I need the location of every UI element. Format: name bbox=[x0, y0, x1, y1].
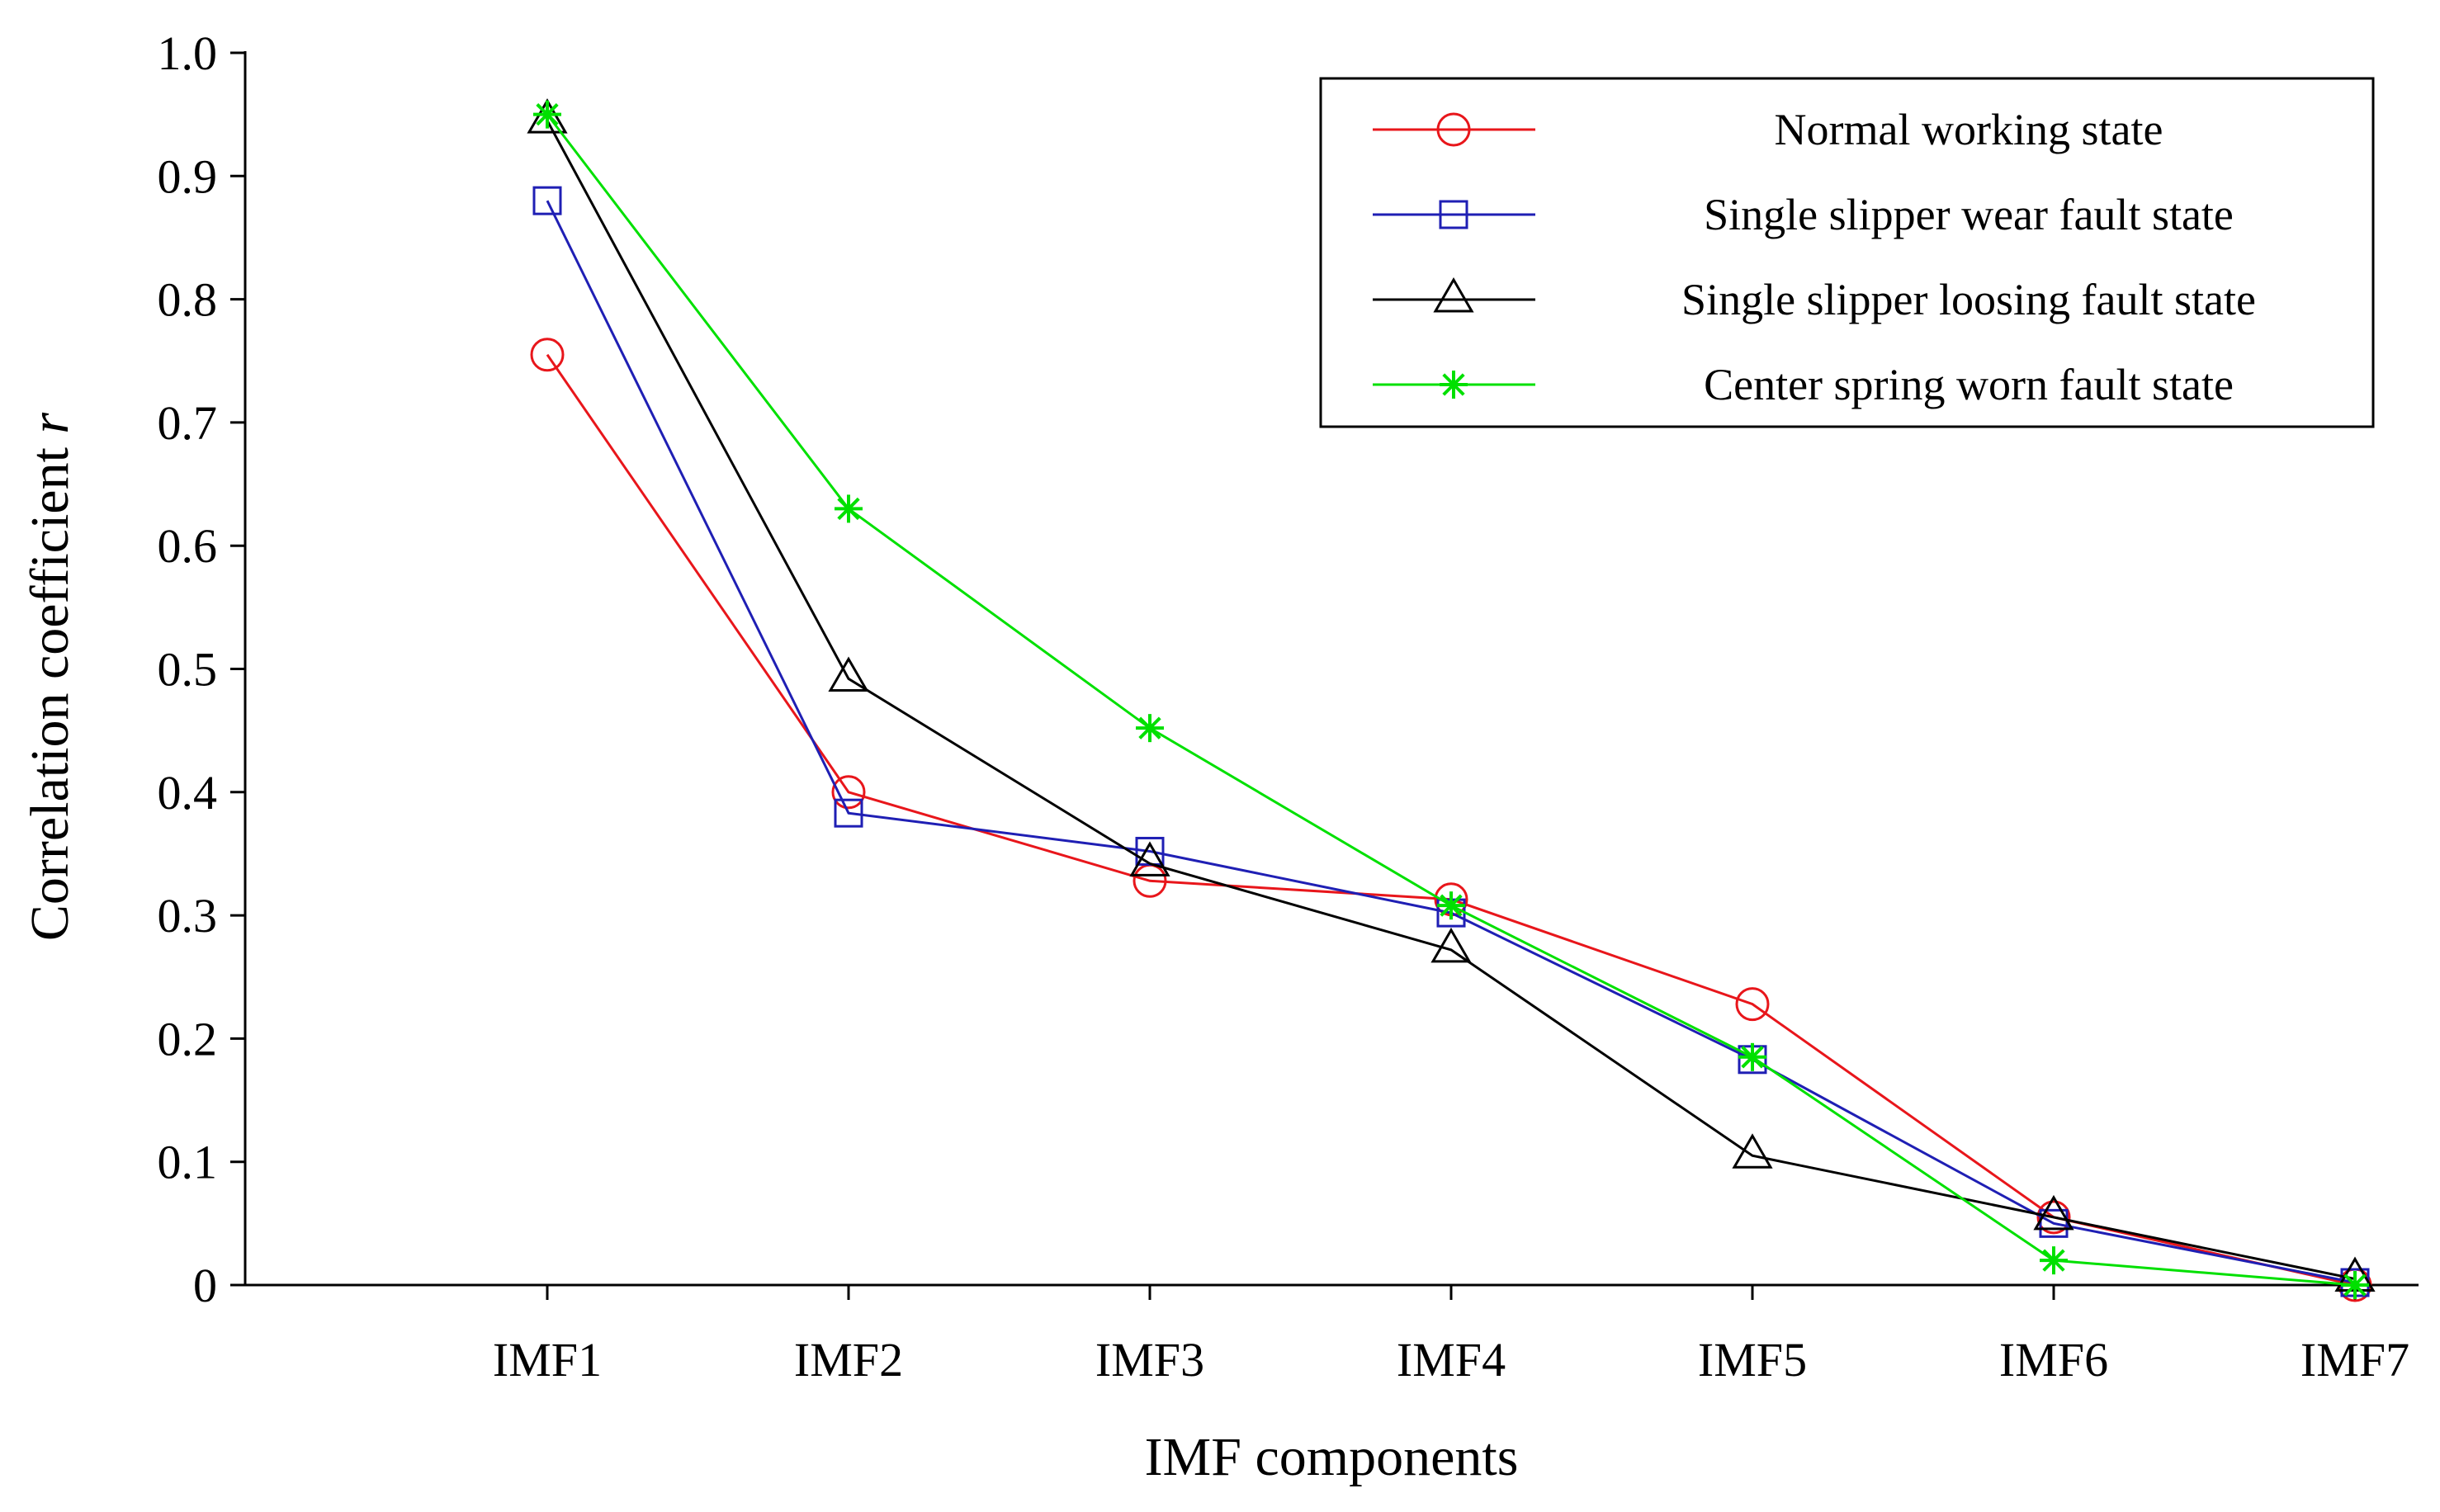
star-stroke bbox=[1138, 716, 1161, 739]
data-point bbox=[835, 494, 863, 523]
y-tick-label: 0.2 bbox=[158, 1012, 218, 1065]
data-point bbox=[2341, 1271, 2369, 1299]
data-point bbox=[834, 798, 863, 828]
legend-marker bbox=[1440, 371, 1468, 399]
series-0 bbox=[530, 338, 2372, 1302]
x-tick-label: IMF1 bbox=[493, 1333, 602, 1387]
data-point bbox=[828, 656, 869, 692]
data-point bbox=[532, 186, 562, 215]
y-axis-title-symbol: r bbox=[20, 413, 80, 434]
y-tick-label: 0.5 bbox=[158, 643, 218, 697]
data-point bbox=[2033, 1194, 2074, 1231]
legend-box bbox=[1319, 77, 2375, 428]
legend-marker bbox=[1439, 200, 1468, 229]
legend-entry: Single slipper loosing fault state bbox=[1373, 275, 2256, 324]
series-3 bbox=[533, 100, 2369, 1299]
y-tick-label: 0.1 bbox=[158, 1136, 218, 1189]
data-point bbox=[2036, 1200, 2071, 1235]
series-line bbox=[546, 120, 2356, 1281]
star-stroke bbox=[1442, 373, 1465, 396]
legend-entry: Normal working state bbox=[1373, 105, 2163, 154]
legend-label: Center spring worn fault state bbox=[1704, 360, 2234, 409]
data-point bbox=[1738, 1042, 1766, 1071]
data-point bbox=[2040, 1246, 2068, 1275]
star-stroke bbox=[536, 102, 559, 126]
x-tick-label: IMF7 bbox=[2301, 1333, 2409, 1387]
legend-entry: Single slipper wear fault state bbox=[1373, 190, 2234, 239]
data-point bbox=[1732, 1133, 1773, 1169]
star-stroke bbox=[1440, 894, 1463, 917]
legend-entry: Center spring worn fault state bbox=[1373, 360, 2234, 409]
legend-marker bbox=[1433, 277, 1474, 313]
legend-label: Normal working state bbox=[1775, 105, 2163, 154]
data-point bbox=[2039, 1208, 2069, 1238]
data-point bbox=[831, 775, 866, 810]
star-stroke bbox=[2042, 1249, 2065, 1272]
data-point bbox=[1136, 714, 1164, 743]
chart-axes: 0 0.1 0.2 0.3 0.4 0.5 0.6 0.7 0.8 0.9 1.0 IMF1 IMF2 I… bbox=[20, 26, 2419, 1487]
chart-series bbox=[527, 98, 2376, 1302]
y-axis-title: Correlation coefficient r bbox=[20, 413, 80, 942]
x-tick-label: IMF6 bbox=[1999, 1333, 2108, 1387]
chart-legend: Normal working state Single slipper wear … bbox=[1319, 77, 2375, 428]
x-tick-label: IMF4 bbox=[1397, 1333, 1506, 1387]
data-point bbox=[527, 98, 568, 134]
y-tick-label: 1.0 bbox=[158, 26, 218, 80]
y-tick-label: 0.6 bbox=[158, 519, 218, 573]
y-tick-label: 0 bbox=[193, 1259, 217, 1312]
star-stroke bbox=[2343, 1273, 2367, 1297]
y-tick-label: 0.3 bbox=[158, 889, 218, 943]
data-point bbox=[1437, 891, 1465, 920]
star-stroke bbox=[837, 497, 860, 521]
data-point bbox=[533, 100, 561, 129]
data-point bbox=[1735, 987, 1770, 1022]
legend-label: Single slipper loosing fault state bbox=[1681, 275, 2256, 324]
y-axis-title-text: Correlation coefficient bbox=[20, 434, 80, 942]
star-stroke bbox=[1741, 1046, 1764, 1069]
y-tick-label: 0.7 bbox=[158, 396, 218, 450]
data-point bbox=[1129, 841, 1170, 876]
y-tick-label: 0.8 bbox=[158, 273, 218, 327]
x-tick-label: IMF5 bbox=[1698, 1333, 1807, 1387]
legend-marker bbox=[1436, 112, 1471, 147]
x-tick-label: IMF3 bbox=[1095, 1333, 1204, 1387]
y-tick-label: 0.9 bbox=[158, 149, 218, 203]
data-point bbox=[1430, 927, 1472, 963]
y-tick-label: 0.4 bbox=[158, 766, 218, 820]
x-axis-title: IMF components bbox=[1145, 1427, 1519, 1487]
x-tick-label: IMF2 bbox=[794, 1333, 903, 1387]
legend-label: Single slipper wear fault state bbox=[1704, 190, 2234, 239]
data-point bbox=[530, 338, 565, 372]
series-line bbox=[546, 353, 2356, 1287]
